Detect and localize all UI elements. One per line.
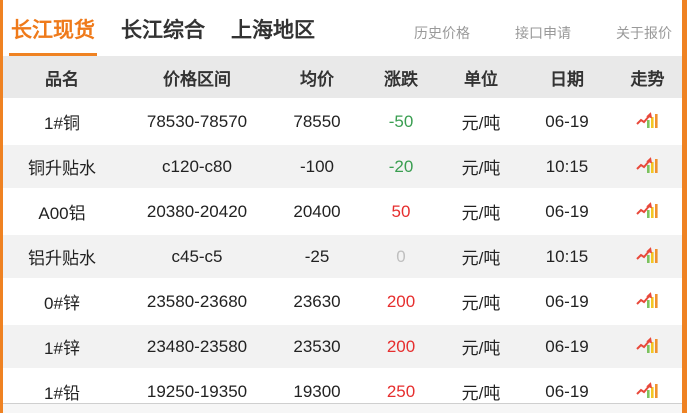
product-name: 0#锌 [44, 294, 80, 313]
header-unit: 单位 [441, 56, 521, 99]
change-value: -20 [388, 156, 414, 176]
unit: 元/吨 [461, 114, 501, 133]
change-value: 200 [386, 336, 416, 356]
date: 10:15 [545, 156, 589, 176]
header-trend: 走势 [613, 56, 682, 99]
link-api-apply[interactable]: 接口申请 [515, 25, 571, 41]
tab-changjiang-spot[interactable]: 长江现货 [9, 14, 97, 56]
change-value: 200 [386, 291, 416, 311]
table-row: 铜升贴水 c120-c80 -100 -20 元/吨 10:15 [3, 144, 682, 189]
unit: 元/吨 [461, 204, 501, 223]
average-price: 23630 [293, 291, 341, 311]
average-price: 78550 [293, 111, 341, 131]
price-range: 19250-19350 [146, 381, 248, 401]
price-range: c45-c5 [171, 246, 223, 266]
price-range: c120-c80 [162, 156, 232, 176]
header-average-price: 均价 [273, 56, 361, 99]
nav-tab-group: 长江现货 长江综合 上海地区 [9, 14, 339, 56]
bottom-scroll-strip[interactable] [3, 403, 682, 413]
price-table-body: 1#铜 78530-78570 78550 -50 元/吨 06-19 铜升贴水… [3, 99, 682, 413]
price-table: 品名 价格区间 均价 涨跌 单位 日期 走势 1#铜 78530-78570 7… [3, 56, 682, 413]
product-name: 铝升贴水 [28, 249, 96, 268]
average-price: -25 [304, 246, 330, 266]
trend-chart-icon[interactable] [635, 381, 660, 398]
table-row: 铝升贴水 c45-c5 -25 0 元/吨 10:15 [3, 234, 682, 279]
link-history-prices[interactable]: 历史价格 [414, 25, 470, 41]
unit: 元/吨 [461, 294, 501, 313]
price-range: 20380-20420 [146, 201, 248, 221]
header-date: 日期 [521, 56, 613, 99]
product-name: A00铝 [38, 204, 86, 223]
header-change: 涨跌 [361, 56, 441, 99]
date: 06-19 [545, 336, 589, 356]
trend-chart-icon[interactable] [635, 111, 660, 128]
date: 06-19 [545, 381, 589, 401]
nav-link-group: 历史价格 接口申请 关于报价 [369, 23, 672, 56]
date: 06-19 [545, 111, 589, 131]
top-nav: 长江现货 长江综合 上海地区 历史价格 接口申请 关于报价 [3, 0, 682, 56]
table-row: A00铝 20380-20420 20400 50 元/吨 06-19 [3, 189, 682, 234]
product-name: 1#锌 [44, 339, 80, 358]
change-value: -50 [388, 111, 414, 131]
average-price: 19300 [293, 381, 341, 401]
change-value: 250 [386, 381, 416, 401]
average-price: -100 [299, 156, 335, 176]
table-row: 0#锌 23580-23680 23630 200 元/吨 06-19 [3, 279, 682, 324]
header-price-range: 价格区间 [121, 56, 273, 99]
product-name: 1#铜 [44, 114, 80, 133]
price-range: 23580-23680 [146, 291, 248, 311]
header-product-name: 品名 [3, 56, 121, 99]
average-price: 23530 [293, 336, 341, 356]
table-row: 1#锌 23480-23580 23530 200 元/吨 06-19 [3, 324, 682, 369]
trend-chart-icon[interactable] [635, 201, 660, 218]
tab-shanghai-region[interactable]: 上海地区 [231, 19, 315, 42]
change-value: 0 [396, 246, 406, 266]
average-price: 20400 [293, 201, 341, 221]
price-table-header: 品名 价格区间 均价 涨跌 单位 日期 走势 [3, 56, 682, 99]
price-range: 78530-78570 [146, 111, 248, 131]
trend-chart-icon[interactable] [635, 336, 660, 353]
trend-chart-icon[interactable] [635, 291, 660, 308]
trend-chart-icon[interactable] [635, 156, 660, 173]
tab-changjiang-composite[interactable]: 长江综合 [121, 19, 205, 42]
table-row: 1#铜 78530-78570 78550 -50 元/吨 06-19 [3, 99, 682, 144]
unit: 元/吨 [461, 339, 501, 358]
product-name: 铜升贴水 [28, 159, 96, 178]
date: 06-19 [545, 291, 589, 311]
date: 06-19 [545, 201, 589, 221]
date: 10:15 [545, 246, 589, 266]
unit: 元/吨 [461, 384, 501, 403]
product-name: 1#铅 [44, 384, 80, 403]
change-value: 50 [391, 201, 411, 221]
link-about-quotes[interactable]: 关于报价 [616, 25, 672, 41]
unit: 元/吨 [461, 159, 501, 178]
table-row: 1#铅 19250-19350 19300 250 元/吨 06-19 [3, 369, 682, 413]
price-range: 23480-23580 [146, 336, 248, 356]
trend-chart-icon[interactable] [635, 246, 660, 263]
unit: 元/吨 [461, 249, 501, 268]
